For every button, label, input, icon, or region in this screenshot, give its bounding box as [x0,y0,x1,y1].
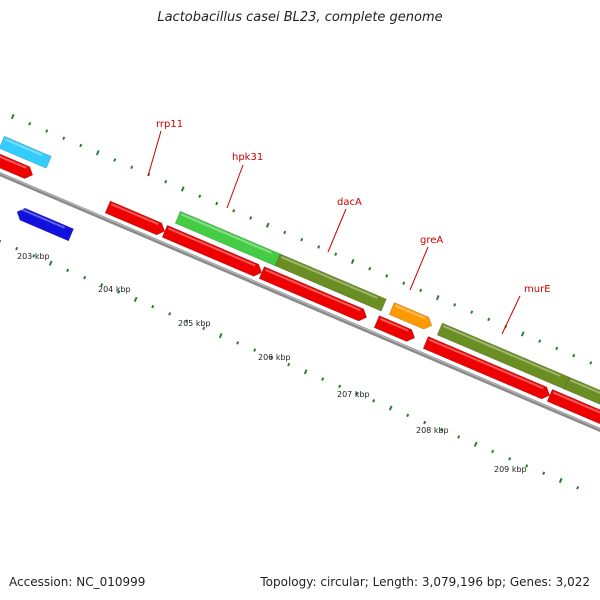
cog-gene-olive [563,376,600,405]
scale-label-207: 207 kbp [337,390,370,399]
gene-label-murE: murE [524,284,551,295]
scale-label-205: 205 kbp [178,319,211,328]
cds-gene [104,200,166,236]
cog-gene-cyan [0,135,52,169]
scale-labels: 203 kbp 204 kbp 205 kbp 206 kbp 207 kbp … [17,252,527,474]
cog-gene-greA [388,302,433,330]
scale-label-208: 208 kbp [416,426,449,435]
map-title: Lactobacillus casei BL23, complete genom… [157,10,443,25]
genome-backbone [0,171,600,433]
cds-gene [161,224,263,277]
gene-label-hpk31: hpk31 [232,152,263,163]
cog-gene-dacA [274,253,387,312]
cds-gene [258,266,368,322]
gene-labels: rrp11 hpk31 dacA greA murE [147,119,551,335]
gene-features [0,135,600,425]
genome-info-text: Topology: circular; Length: 3,079,196 bp… [260,575,590,589]
scale-label-203: 203 kbp [17,252,50,261]
reverse-gene-blue [16,207,74,242]
gene-label-greA: greA [420,235,443,246]
gene-label-rrp11: rrp11 [156,119,183,130]
cds-gene [546,389,600,425]
cds-gene [422,336,551,400]
accession-text: Accession: NC_010999 [9,575,146,589]
cds-gene [0,153,34,179]
gene-label-dacA: dacA [337,197,362,208]
cds-gene [373,315,416,342]
scale-label-204: 204 kbp [98,285,131,294]
scale-label-209: 209 kbp [494,465,527,474]
scale-label-206: 206 kbp [258,353,291,362]
